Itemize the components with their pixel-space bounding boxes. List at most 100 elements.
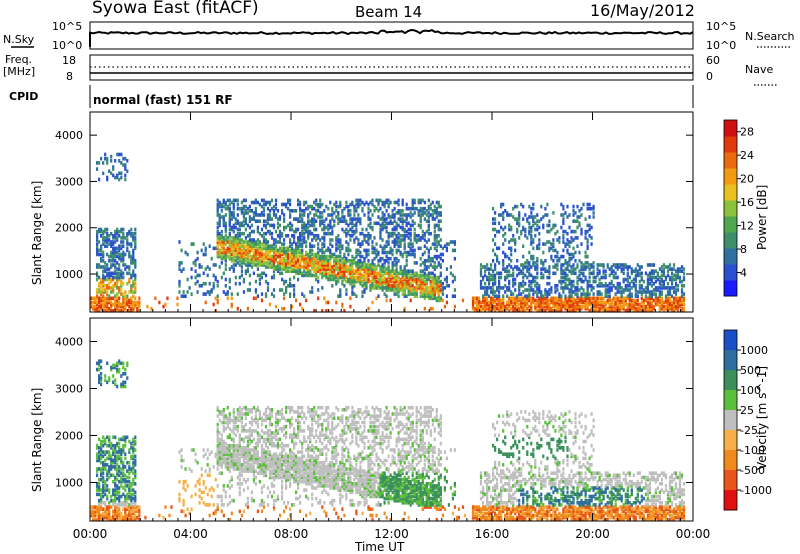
power-cell: [475, 296, 479, 301]
power-cell: [355, 279, 358, 284]
power-cell: [331, 265, 334, 269]
power-cell: [268, 215, 272, 219]
power-cell: [530, 281, 533, 286]
power-cell: [345, 269, 348, 273]
vel-cell: [112, 517, 115, 522]
power-cell: [668, 298, 672, 303]
power-cell: [305, 229, 308, 234]
power-cell: [278, 223, 282, 228]
power-cell: [510, 296, 513, 301]
power-cell: [526, 267, 529, 271]
power-cell: [132, 252, 135, 257]
power-cell: [102, 281, 105, 286]
power-cell: [530, 288, 533, 292]
vel-cell: [118, 450, 121, 454]
power-cell: [544, 242, 547, 246]
power-cell: [518, 271, 521, 276]
power-cell: [264, 294, 268, 298]
vel-cell: [114, 382, 117, 387]
power-cell: [335, 200, 338, 205]
power-cell: [538, 309, 541, 313]
power-cell: [365, 248, 368, 253]
power-cell: [590, 236, 593, 240]
power-cell: [409, 234, 412, 238]
power-cell: [250, 254, 253, 259]
power-cell: [337, 294, 340, 298]
power-cell: [383, 265, 386, 269]
power-cell: [542, 275, 545, 280]
power-cell: [403, 292, 406, 296]
power-cell: [206, 290, 209, 294]
power-cell: [305, 227, 308, 232]
power-cell: [124, 165, 127, 169]
power-cell: [395, 271, 398, 276]
power-cell: [391, 252, 394, 257]
power-cell: [321, 227, 324, 232]
power-cell: [264, 246, 268, 251]
power-cell: [431, 265, 434, 269]
power-cell: [238, 227, 241, 232]
power-cell: [516, 265, 519, 269]
power-cell: [403, 306, 406, 311]
power-cell: [176, 302, 179, 307]
power-cell: [660, 304, 663, 309]
power-cell: [604, 309, 607, 313]
power-cell: [640, 290, 643, 294]
power-cell: [373, 256, 376, 261]
power-cell: [604, 269, 607, 273]
power-cell: [397, 209, 400, 213]
power-cell: [291, 242, 294, 246]
power-cell: [228, 202, 231, 207]
power-cell: [375, 242, 378, 246]
power-cell: [530, 302, 533, 307]
power-cell: [110, 263, 113, 267]
vel-cell: [96, 454, 99, 459]
power-cell: [377, 271, 380, 276]
power-cell: [106, 231, 109, 236]
power-cell: [588, 292, 591, 296]
power-cell: [538, 219, 541, 223]
power-cell: [96, 271, 99, 276]
power-cell: [218, 242, 221, 246]
power-cell: [676, 288, 680, 292]
power-cell: [230, 225, 233, 230]
power-cell: [538, 225, 541, 230]
power-cell: [100, 304, 103, 309]
power-cell: [289, 284, 292, 288]
power-cell: [508, 300, 511, 305]
power-cell: [427, 273, 430, 278]
power-cell: [180, 294, 183, 298]
power-cell: [295, 227, 298, 232]
power-cell: [369, 221, 372, 226]
power-cell: [130, 286, 133, 290]
power-cell: [250, 209, 253, 213]
power-cell: [214, 263, 217, 267]
power-cell: [401, 273, 404, 278]
power-cell: [122, 294, 125, 298]
power-cell: [228, 244, 231, 248]
power-cell: [395, 269, 398, 273]
power-cell: [471, 302, 475, 307]
power-cell: [526, 306, 529, 311]
power-cell: [634, 302, 637, 307]
power-cell: [337, 204, 340, 209]
power-cell: [381, 246, 384, 251]
power-cell: [339, 275, 342, 280]
power-cell: [96, 238, 99, 242]
power-cell: [592, 211, 595, 215]
power-cell: [676, 275, 680, 280]
power-cell: [668, 296, 672, 301]
vel-cell: [98, 456, 101, 461]
power-cell: [387, 240, 390, 244]
nsky-panel: N.Sky 10^5 10^0 10^5 10^0 N.Search: [3, 20, 795, 52]
power-cell: [365, 279, 368, 284]
power-cell: [299, 213, 302, 217]
vel-cell: [118, 465, 121, 469]
power-cell: [315, 277, 318, 282]
power-cell: [266, 256, 270, 261]
power-cell: [437, 284, 440, 288]
velocity-data: [90, 359, 686, 522]
power-cell: [550, 254, 553, 259]
power-cell: [419, 290, 422, 294]
vel-cell: [118, 517, 121, 522]
